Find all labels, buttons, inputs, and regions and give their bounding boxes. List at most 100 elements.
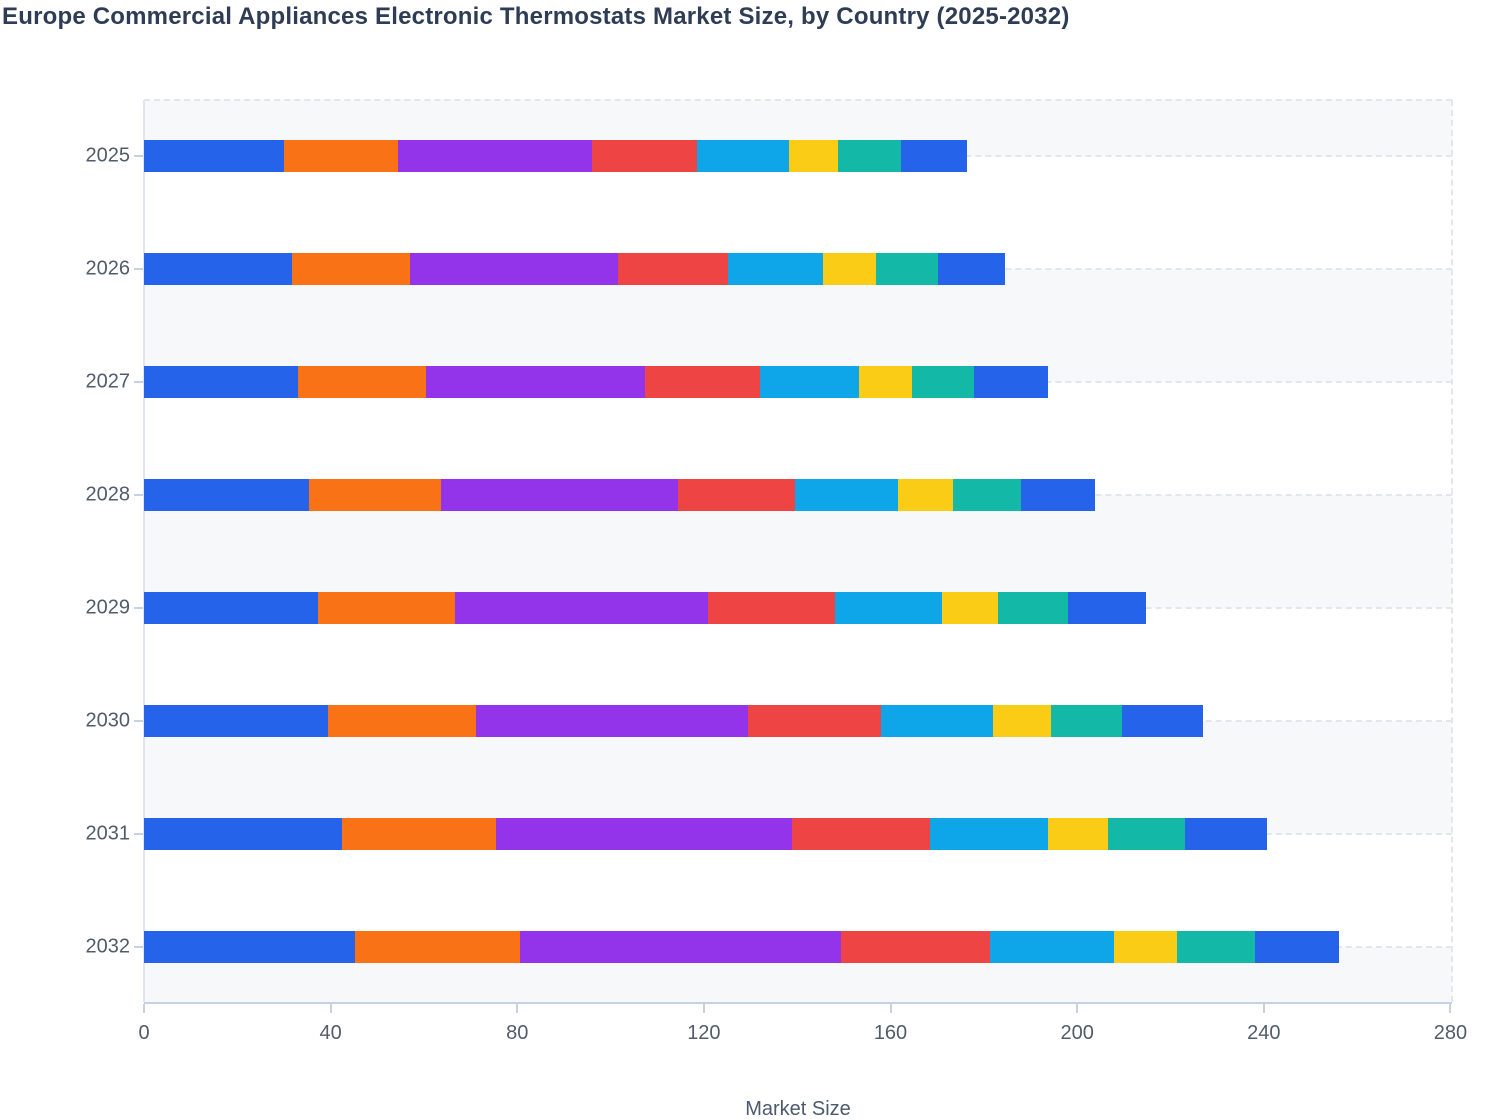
bar-segment[interactable] [858,365,912,398]
bar-segment[interactable] [1048,817,1109,850]
y-tick-label: 2025 [85,144,131,166]
y-tick-mark [134,606,143,609]
bar-segment[interactable] [144,139,284,172]
bar-segment[interactable] [342,817,497,850]
bar-segment[interactable] [298,365,426,398]
chart-title: Europe Commercial Appliances Electronic … [2,3,1070,30]
bar-segment[interactable] [998,591,1068,624]
x-tick-label: 80 [506,1022,529,1044]
bar-segment[interactable] [1067,591,1146,624]
bar-segment[interactable] [1176,930,1256,963]
bar-segment[interactable] [835,591,943,624]
bar-segment[interactable] [1255,930,1339,963]
bar-segment[interactable] [993,704,1051,737]
row-band [144,494,1452,608]
y-tick-label: 2028 [85,483,131,505]
bar-segment[interactable] [475,704,748,737]
y-axis-line [143,100,145,1002]
bar-segment[interactable] [440,478,678,511]
bar-segment[interactable] [308,478,441,511]
bar-segment[interactable] [398,139,593,172]
x-tick-label: 160 [873,1022,908,1044]
y-tick-label: 2029 [85,596,131,618]
bar-segment[interactable] [794,478,899,511]
x-axis-title: Market Size [745,1098,851,1120]
x-tick-mark [1076,1004,1079,1013]
bar-segment[interactable] [327,704,476,737]
bar-segment[interactable] [519,930,842,963]
y-tick-mark [134,267,143,270]
bar-segment[interactable] [425,365,645,398]
y-tick-label: 2030 [85,709,131,731]
bar-segment[interactable] [901,139,968,172]
bar-segment[interactable] [317,591,455,624]
bar-segment[interactable] [283,139,399,172]
bar-segment[interactable] [822,252,876,285]
bar-segment[interactable] [875,252,938,285]
bar-segment[interactable] [1051,704,1122,737]
bar-segment[interactable] [911,365,975,398]
gridline-plot-right-edge [1451,100,1453,1002]
bar-segment[interactable] [974,365,1048,398]
bar-segment[interactable] [1184,817,1268,850]
bar-segment[interactable] [990,930,1115,963]
bar-segment[interactable] [880,704,994,737]
bar-segment[interactable] [677,478,795,511]
bar-segment[interactable] [144,365,299,398]
bar-segment[interactable] [760,365,859,398]
y-tick-label: 2032 [85,935,131,957]
y-tick-mark [134,154,143,157]
y-tick-mark [134,832,143,835]
x-tick-label: 40 [319,1022,342,1044]
y-tick-mark [134,493,143,496]
bar-segment[interactable] [708,591,836,624]
bar-segment[interactable] [953,478,1021,511]
bar-segment[interactable] [937,252,1005,285]
bar-segment[interactable] [791,817,931,850]
bar-segment[interactable] [410,252,618,285]
gridline-horizontal [144,99,1452,101]
bar-segment[interactable] [144,817,343,850]
bar-segment[interactable] [144,930,356,963]
bar-segment[interactable] [144,478,309,511]
x-tick-label: 200 [1060,1022,1094,1044]
bar-segment[interactable] [355,930,520,963]
x-tick-mark [889,1004,892,1013]
x-tick-label: 240 [1247,1022,1281,1044]
bar-segment[interactable] [1108,817,1185,850]
bar-segment[interactable] [144,704,328,737]
bar-segment[interactable] [841,930,991,963]
bar-segment[interactable] [144,591,318,624]
x-axis-line [144,1002,1452,1004]
x-tick-label: 120 [687,1022,721,1044]
bar-segment[interactable] [747,704,881,737]
bar-segment[interactable] [644,365,761,398]
y-tick-mark [134,380,143,383]
bar-segment[interactable] [838,139,902,172]
bar-segment[interactable] [788,139,839,172]
y-tick-mark [134,719,143,722]
bar-segment[interactable] [1121,704,1204,737]
bar-segment[interactable] [144,252,292,285]
y-tick-label: 2031 [85,822,131,844]
bar-segment[interactable] [496,817,792,850]
bar-segment[interactable] [930,817,1049,850]
row-band [144,720,1452,834]
bar-segment[interactable] [291,252,411,285]
bar-segment[interactable] [454,591,709,624]
y-tick-mark [134,945,143,948]
bar-segment[interactable] [1114,930,1177,963]
x-tick-label: 280 [1433,1022,1468,1044]
x-tick-mark [329,1004,332,1013]
bar-segment[interactable] [592,139,698,172]
bar-segment[interactable] [617,252,729,285]
y-tick-label: 2027 [85,370,131,392]
bar-segment[interactable] [942,591,999,624]
bar-segment[interactable] [728,252,823,285]
bar-segment[interactable] [1020,478,1095,511]
bar-segment[interactable] [697,139,789,172]
bar-segment[interactable] [898,478,954,511]
x-tick-mark [516,1004,519,1013]
x-tick-mark [1262,1004,1265,1013]
x-tick-mark [143,1004,145,1013]
